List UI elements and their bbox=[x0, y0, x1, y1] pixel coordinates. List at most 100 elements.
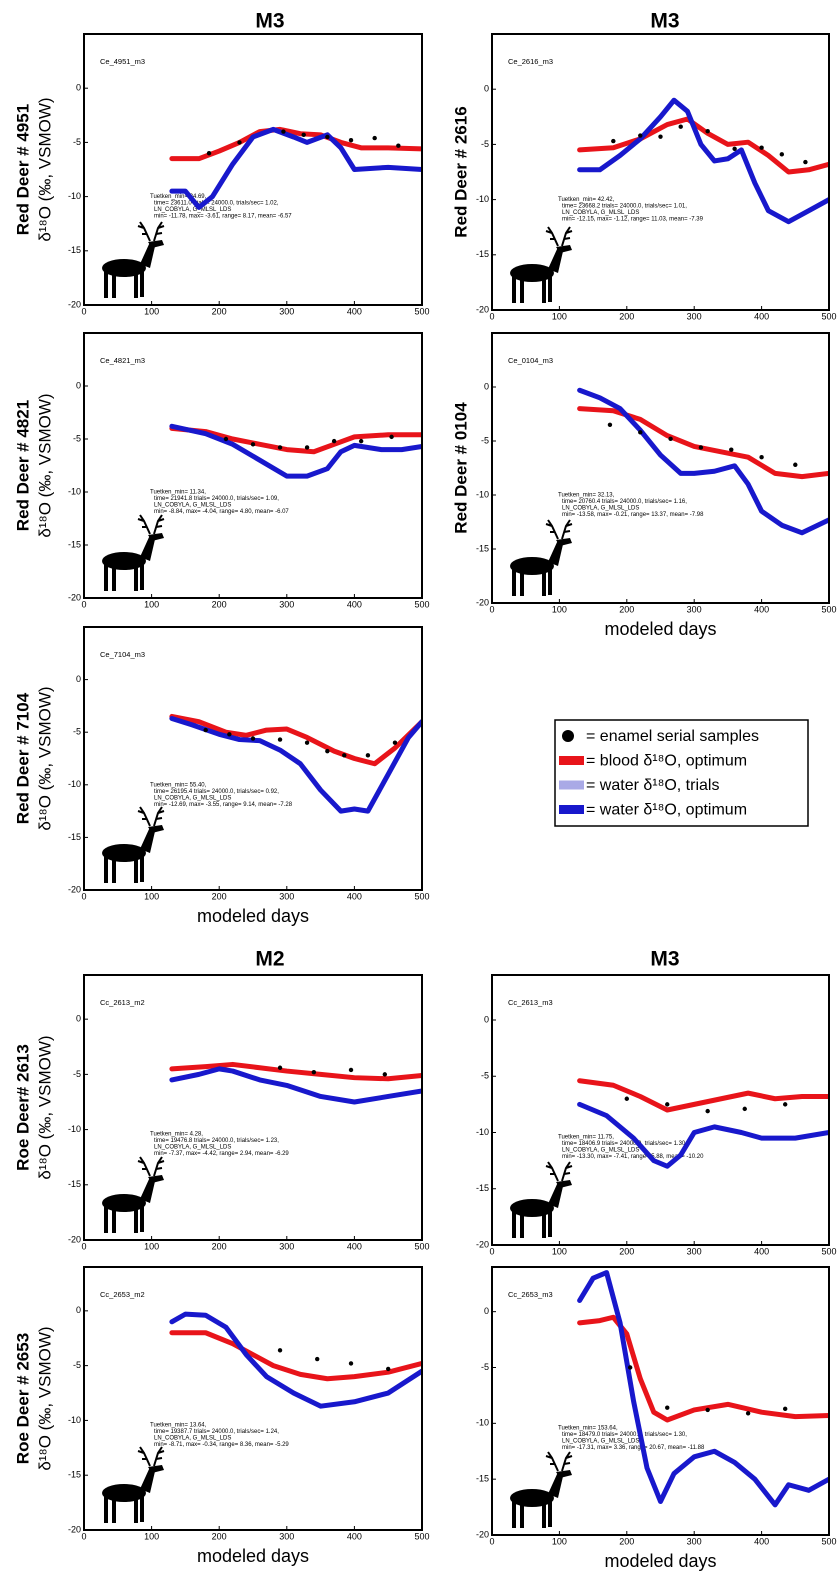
annotation: time= 20760.4 trials= 24000.0, trials/se… bbox=[562, 499, 687, 505]
column-header: M2 bbox=[255, 948, 284, 971]
sample-dot bbox=[331, 438, 337, 444]
series-line bbox=[577, 1101, 829, 1169]
annotation: LN_COBYLA, G_MLSL_LDS bbox=[562, 506, 639, 512]
y-tick-label: -20 bbox=[476, 1239, 489, 1249]
x-tick-label: 100 bbox=[144, 1531, 159, 1541]
panel-label: Ce_4951_m3 bbox=[100, 57, 145, 66]
legend-label: = enamel serial samples bbox=[586, 728, 759, 745]
series-line bbox=[169, 1330, 422, 1382]
annotation: time= 19476.8 trials= 24000.0, trials/se… bbox=[154, 1138, 279, 1144]
x-tick-label: 0 bbox=[489, 311, 494, 321]
y-tick-label: 0 bbox=[484, 381, 489, 391]
sample-dot bbox=[365, 753, 371, 758]
annotation: Tuetken_min= 13.64, bbox=[150, 1422, 207, 1428]
annotation: LN_COBYLA, G_MLSL_LDS bbox=[154, 503, 231, 509]
y-axis-label: Red Deer # 7104 bbox=[13, 692, 32, 824]
annotation: LN_COBYLA, G_MLSL_LDS bbox=[154, 207, 231, 213]
sample-dot bbox=[348, 1361, 354, 1366]
annotation: LN_COBYLA, G_MLSL_LDS bbox=[562, 1148, 639, 1154]
panel-label: Ce_0104_m3 bbox=[508, 356, 553, 365]
sample-dot bbox=[277, 1065, 283, 1070]
plot-frame bbox=[491, 974, 830, 1246]
annotation: LN_COBYLA, G_MLSL_LDS bbox=[154, 1145, 231, 1151]
plot-frame bbox=[491, 33, 830, 311]
y-axis-label: δ¹⁸O (‰, VSMOW) bbox=[35, 1326, 54, 1470]
sample-dot bbox=[311, 1069, 317, 1075]
x-tick-label: 500 bbox=[414, 599, 429, 609]
x-tick-label: 500 bbox=[414, 1241, 429, 1251]
x-tick-label: 200 bbox=[619, 1536, 634, 1546]
series-line bbox=[169, 425, 422, 455]
x-tick-label: 200 bbox=[212, 891, 227, 901]
annotation: time= 18406.9 trials= 24000.0, trials/se… bbox=[562, 1141, 687, 1147]
x-tick-label: 400 bbox=[347, 599, 362, 609]
sample-dot bbox=[793, 462, 798, 467]
series-line bbox=[577, 97, 829, 225]
annotation: min= -8.84, max= -4.04, range= 4.80, mea… bbox=[154, 509, 289, 515]
plot-area bbox=[492, 975, 829, 1245]
plot-frame bbox=[491, 1266, 830, 1536]
y-axis-label: Roe Deer # 2653 bbox=[13, 1333, 32, 1464]
sample-dot bbox=[250, 442, 256, 447]
sample-dot bbox=[607, 422, 613, 427]
annotation: time= 23611.0 trials= 24000.0, trials/se… bbox=[154, 201, 279, 207]
x-tick-label: 300 bbox=[687, 1246, 702, 1256]
sample-dot bbox=[782, 1102, 788, 1107]
y-tick-label: -10 bbox=[68, 1124, 81, 1134]
annotation: min= -17.31, max= 3.36, range= 20.67, me… bbox=[562, 1445, 705, 1451]
sample-dot bbox=[624, 1096, 629, 1101]
x-tick-label: 500 bbox=[821, 1246, 836, 1256]
panel-label: Ce_7104_m3 bbox=[100, 650, 145, 659]
x-tick-label: 400 bbox=[347, 1241, 362, 1251]
annotation: Tuetken_min= 24.69, bbox=[150, 194, 207, 200]
y-tick-label: -10 bbox=[68, 779, 81, 789]
column-header: M3 bbox=[650, 948, 679, 971]
series-line bbox=[169, 1061, 422, 1082]
sample-dot bbox=[277, 737, 283, 742]
x-tick-label: 400 bbox=[754, 1536, 769, 1546]
annotation: min= -13.58, max= -0.21, range= 13.37, m… bbox=[562, 512, 704, 518]
annotation: LN_COBYLA, G_MLSL_LDS bbox=[562, 1438, 639, 1444]
sample-dot bbox=[227, 732, 232, 737]
panel-label: Cc_2613_m2 bbox=[100, 998, 145, 1007]
y-tick-label: -10 bbox=[476, 194, 489, 204]
y-tick-label: -20 bbox=[68, 884, 81, 894]
legend-label: = water δ¹⁸O, trials bbox=[586, 777, 719, 794]
y-axis-label: Red Deer # 4821 bbox=[13, 400, 32, 531]
y-tick-label: -5 bbox=[481, 1362, 489, 1372]
y-tick-label: 0 bbox=[76, 1305, 81, 1315]
panel-label: Cc_2653_m3 bbox=[508, 1290, 553, 1299]
annotation: min= -7.37, max= -4.42, range= 2.94, mea… bbox=[154, 1151, 289, 1157]
y-tick-label: 0 bbox=[76, 674, 81, 684]
y-tick-label: -15 bbox=[476, 249, 489, 259]
sample-dot bbox=[237, 140, 242, 145]
y-tick-label: 0 bbox=[484, 84, 489, 94]
x-tick-label: 200 bbox=[619, 604, 634, 614]
y-axis-label: Red Deer # 4951 bbox=[13, 104, 32, 235]
sample-dot bbox=[627, 1365, 633, 1370]
plot-area bbox=[84, 975, 422, 1240]
y-tick-label: -5 bbox=[481, 435, 489, 445]
y-tick-label: -15 bbox=[68, 1470, 81, 1480]
sample-dot bbox=[803, 159, 808, 165]
sample-dot bbox=[304, 740, 310, 745]
y-tick-label: -5 bbox=[481, 139, 489, 149]
sample-dot bbox=[396, 143, 401, 148]
x-tick-label: 200 bbox=[619, 1246, 634, 1256]
sample-dot bbox=[782, 1406, 788, 1412]
x-tick-label: 500 bbox=[821, 1536, 836, 1546]
y-tick-label: -10 bbox=[476, 1127, 489, 1137]
y-tick-label: -15 bbox=[68, 832, 81, 842]
column-header: M3 bbox=[255, 10, 284, 33]
x-axis-label: modeled days bbox=[197, 906, 309, 926]
annotation: time= 21941.8 trials= 24000.0, trials/se… bbox=[154, 496, 279, 502]
series-line bbox=[577, 1270, 829, 1508]
y-tick-label: -5 bbox=[73, 433, 81, 443]
sample-dot bbox=[386, 1366, 391, 1372]
y-tick-label: 0 bbox=[484, 1306, 489, 1316]
y-tick-label: -5 bbox=[73, 137, 81, 147]
sample-dot bbox=[745, 1411, 751, 1416]
annotation: Tuetken_min= 11.75, bbox=[558, 1135, 614, 1141]
x-tick-label: 200 bbox=[212, 1531, 227, 1541]
